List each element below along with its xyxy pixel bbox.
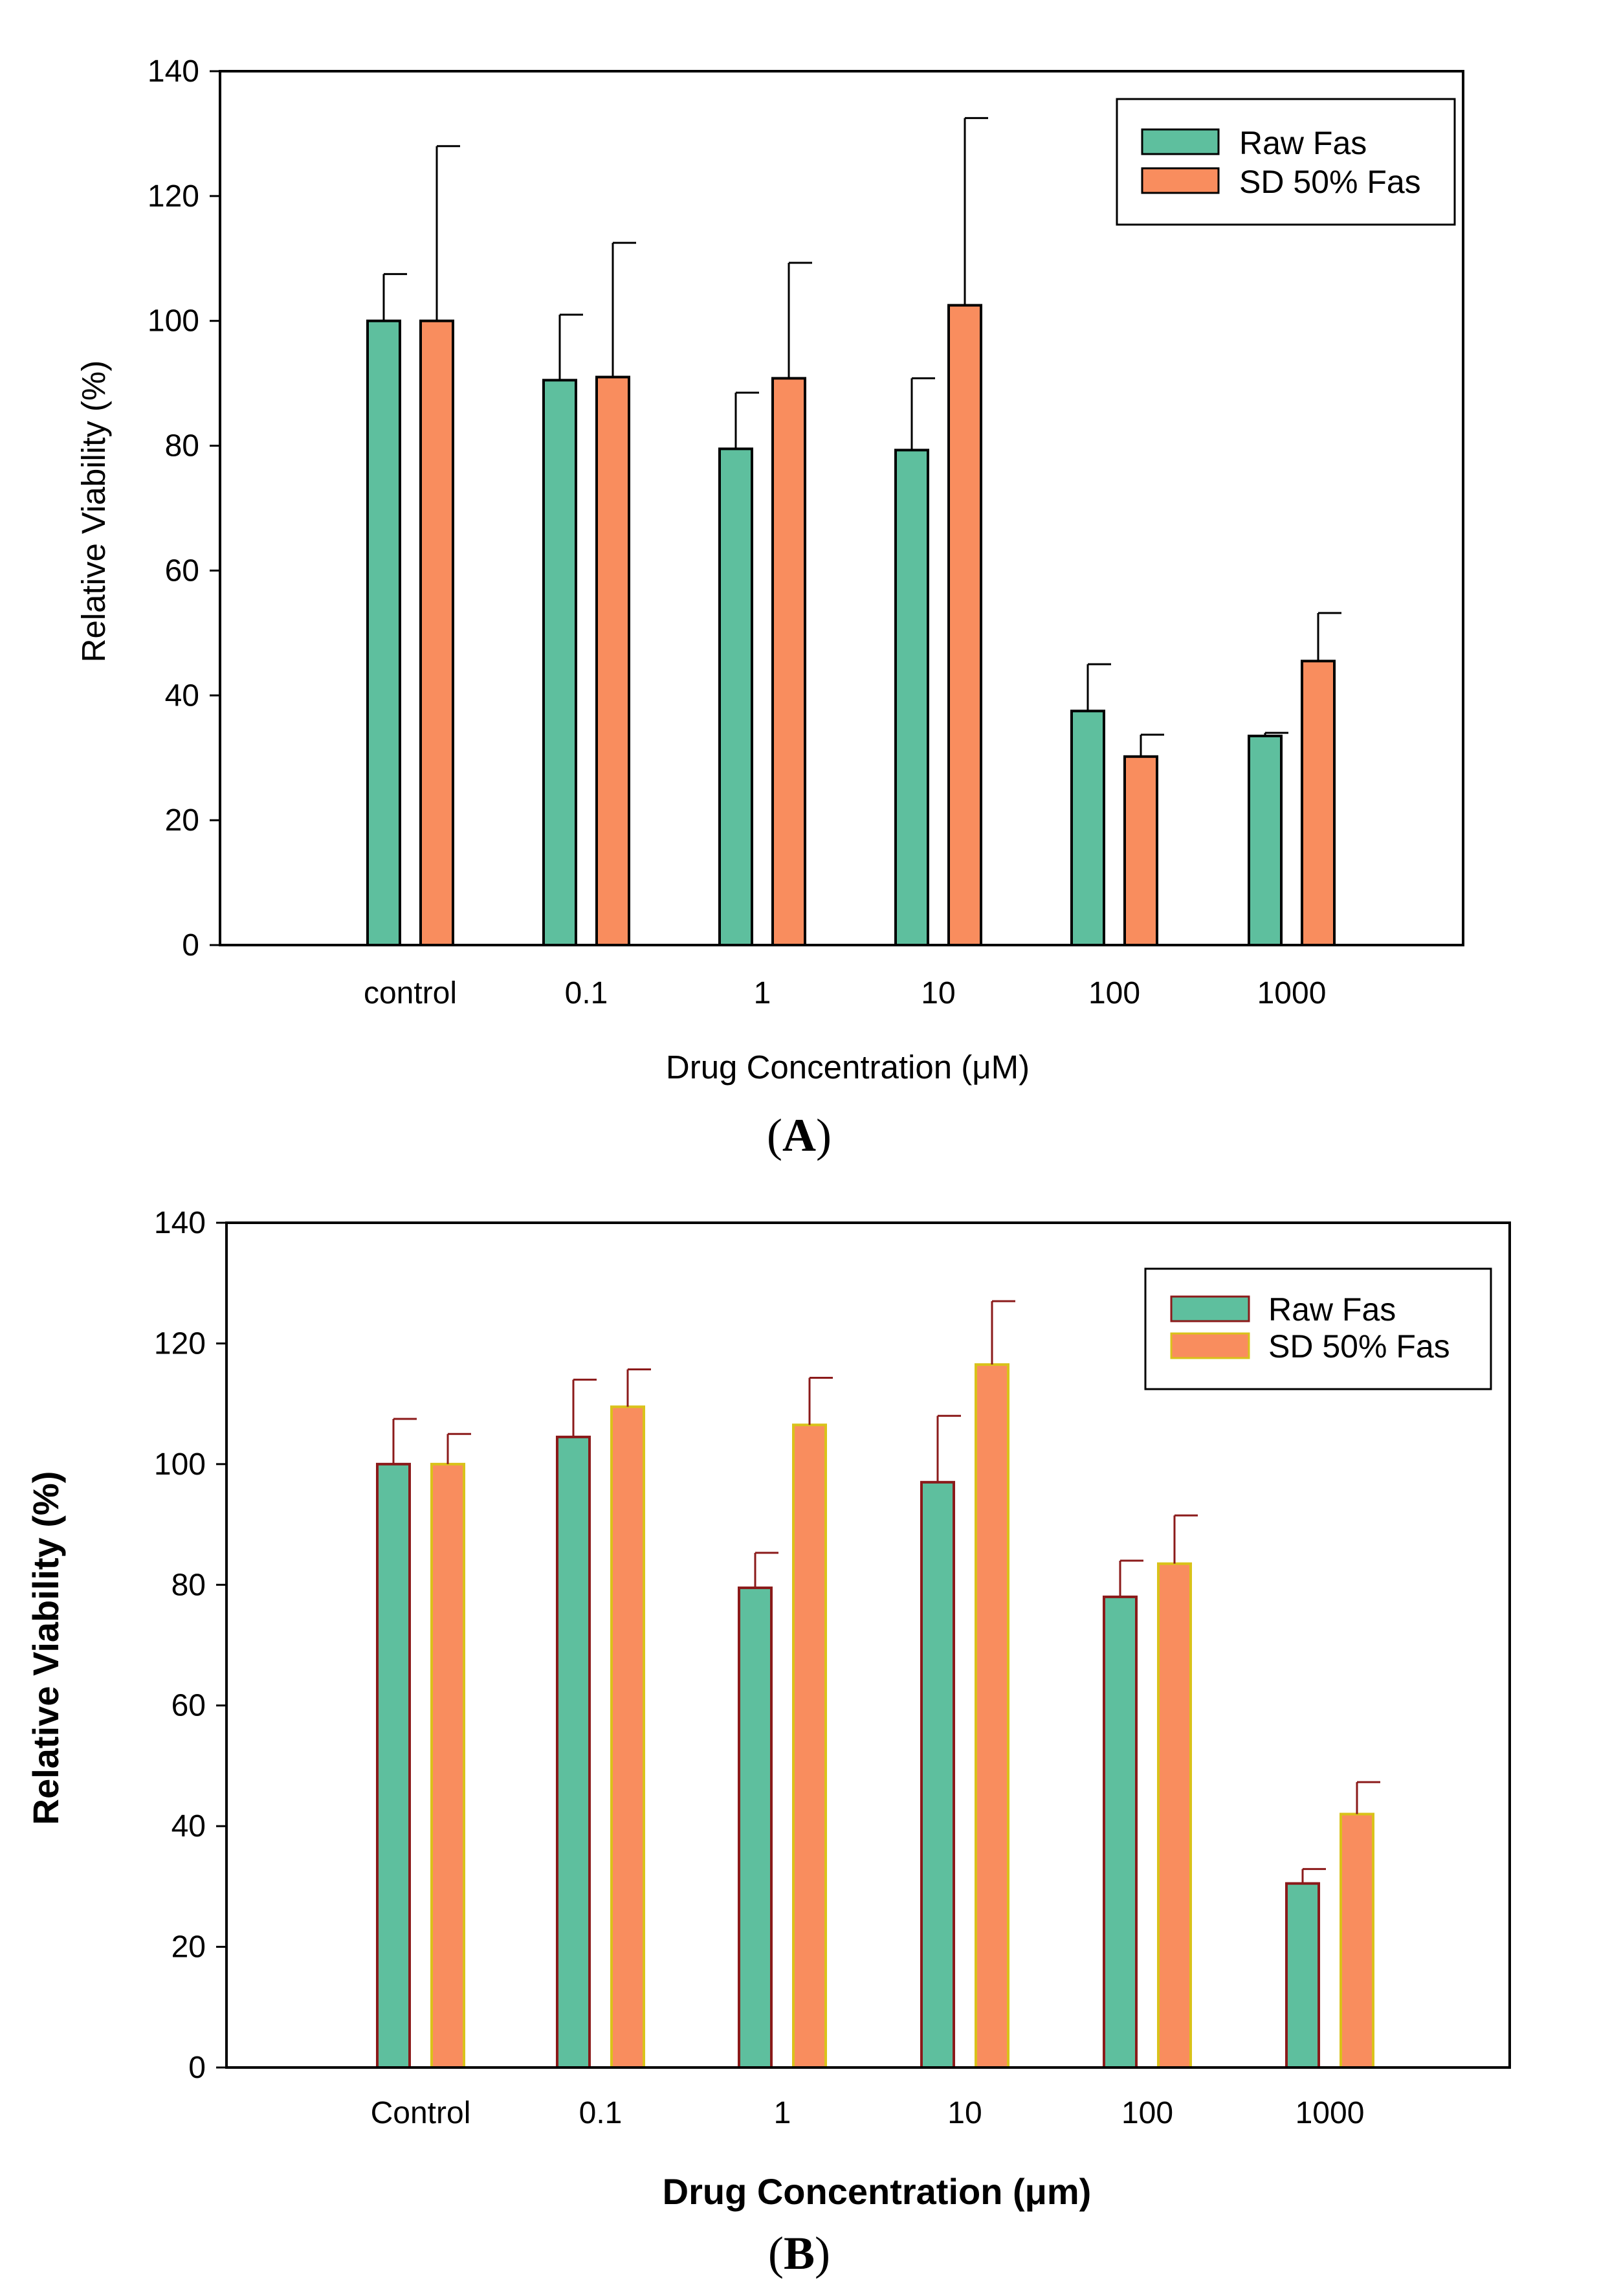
- chart-b-bar-sd-fas: [1157, 1562, 1192, 2069]
- chart-a-x-tick-label: 1000: [1257, 976, 1327, 1010]
- chart-b-bar-raw-fas: [920, 1480, 955, 2069]
- chart-a-bar-sd-fas: [1123, 755, 1158, 947]
- chart-a-x-tick-label: 100: [1088, 976, 1140, 1010]
- chart-b-bar-raw-fas: [738, 1586, 773, 2069]
- chart-b-x-tick-label: 1: [774, 2096, 791, 2130]
- chart-a-x-axis: control 0.1 1 10 100 1000: [364, 976, 1326, 1010]
- chart-b-x-tick-label: 10: [947, 2096, 982, 2130]
- panel-label-b: (B): [768, 2227, 830, 2279]
- chart-a-bar-sd-fas: [771, 377, 806, 946]
- chart-b-y-axis: 0 20 40 60 80 100 120 140: [154, 1206, 226, 2085]
- chart-a-bar-sd-fas: [595, 375, 630, 946]
- chart-a-y-tick-label: 100: [148, 304, 199, 339]
- chart-b-y-axis-title: Relative Viability (%): [25, 1471, 66, 1825]
- chart-a-y-tick-label: 60: [165, 553, 199, 588]
- chart-a-error-bars: [382, 117, 1341, 757]
- chart-b-y-tick-label: 20: [171, 1930, 206, 1965]
- chart-a-bar-sd-fas: [1301, 660, 1336, 946]
- chart-a-bar-raw-fas: [1070, 709, 1105, 946]
- panel-label-a: (A): [767, 1109, 832, 1161]
- chart-a-legend-label-raw-fas: Raw Fas: [1239, 125, 1367, 161]
- chart-a-bar-raw-fas: [366, 319, 401, 946]
- chart-a-x-tick-label: 0.1: [565, 976, 608, 1010]
- chart-b-y-tick-label: 120: [154, 1326, 206, 1361]
- chart-a-y-tick-label: 40: [165, 678, 199, 713]
- chart-a-legend-label-sd-fas: SD 50% Fas: [1239, 164, 1421, 200]
- chart-b-bar-raw-fas: [556, 1435, 591, 2069]
- chart-b-y-tick-label: 140: [154, 1206, 206, 1240]
- chart-b-y-tick-label: 60: [171, 1689, 206, 1723]
- chart-b-x-tick-label: 1000: [1296, 2096, 1365, 2130]
- chart-b-x-axis: Control 0.1 1 10 100 1000: [371, 2096, 1365, 2130]
- chart-a-y-tick-label: 20: [165, 803, 199, 838]
- chart-a-x-axis-title: Drug Concentration (μM): [666, 1049, 1030, 1086]
- chart-b-x-axis-title: Drug Concentration (μm): [663, 2171, 1092, 2212]
- chart-b-bar-sd-fas: [1340, 1812, 1374, 2069]
- chart-b-y-tick-label: 100: [154, 1447, 206, 1482]
- chart-b-x-tick-label: Control: [371, 2096, 471, 2130]
- chart-a-bar-raw-fas: [894, 449, 929, 946]
- chart-a-bar-sd-fas: [947, 304, 982, 947]
- chart-b-bar-sd-fas: [610, 1405, 645, 2069]
- chart-a-legend-swatch-sd-fas: [1141, 167, 1220, 194]
- chart-b-bar-raw-fas: [1103, 1595, 1138, 2069]
- chart-a-y-tick-label: 80: [165, 429, 199, 463]
- chart-b-x-tick-label: 0.1: [579, 2096, 623, 2130]
- chart-a-y-tick-label: 0: [182, 928, 199, 963]
- chart-a-x-tick-label: control: [364, 976, 457, 1010]
- chart-b-x-tick-label: 100: [1121, 2096, 1173, 2130]
- chart-a-bars: [366, 304, 1336, 947]
- chart-b-y-tick-label: 40: [171, 1809, 206, 1844]
- chart-b-bar-sd-fas: [792, 1423, 827, 2069]
- chart-a-bar-raw-fas: [1248, 734, 1283, 946]
- chart-b-legend-swatch-sd-fas: [1170, 1332, 1250, 1359]
- chart-a-y-axis-title: Relative Viability (%): [75, 361, 112, 663]
- chart-b-legend: Raw Fas SD 50% Fas: [1144, 1267, 1492, 1390]
- chart-b-error-bars: [392, 1300, 1380, 1884]
- chart-b-bar-sd-fas: [975, 1363, 1009, 2069]
- chart-b-legend-box: [1144, 1267, 1492, 1390]
- chart-b-y-tick-label: 80: [171, 1568, 206, 1602]
- chart-a-bar-raw-fas: [718, 447, 753, 946]
- chart-a-y-tick-label: 120: [148, 179, 199, 214]
- chart-a-plot-frame: [219, 70, 1464, 946]
- chart-b-bar-raw-fas: [376, 1462, 411, 2069]
- chart-a-legend-swatch-raw-fas: [1141, 128, 1220, 155]
- chart-a-y-tick-label: 140: [148, 54, 199, 89]
- chart-b-plot-frame: [225, 1221, 1511, 2069]
- chart-b-bars: [376, 1363, 1374, 2069]
- chart-b-legend-label-sd-fas: SD 50% Fas: [1268, 1328, 1450, 1365]
- chart-a-legend: Raw Fas SD 50% Fas: [1116, 98, 1456, 226]
- chart-a-x-tick-label: 10: [921, 976, 955, 1010]
- chart-b-bar-raw-fas: [1285, 1882, 1320, 2069]
- chart-b-legend-label-raw-fas: Raw Fas: [1268, 1291, 1396, 1328]
- chart-b-legend-swatch-raw-fas: [1170, 1295, 1250, 1322]
- chart-a-y-axis: 0 20 40 60 80 100 120 140: [148, 54, 220, 963]
- chart-a-x-tick-label: 1: [754, 976, 771, 1010]
- chart-a-legend-box: [1116, 98, 1456, 226]
- chart-b-bar-sd-fas: [430, 1462, 465, 2069]
- chart-b-y-tick-label: 0: [188, 2051, 206, 2085]
- chart-a-bar-sd-fas: [419, 319, 454, 946]
- chart-a-bar-raw-fas: [542, 379, 577, 946]
